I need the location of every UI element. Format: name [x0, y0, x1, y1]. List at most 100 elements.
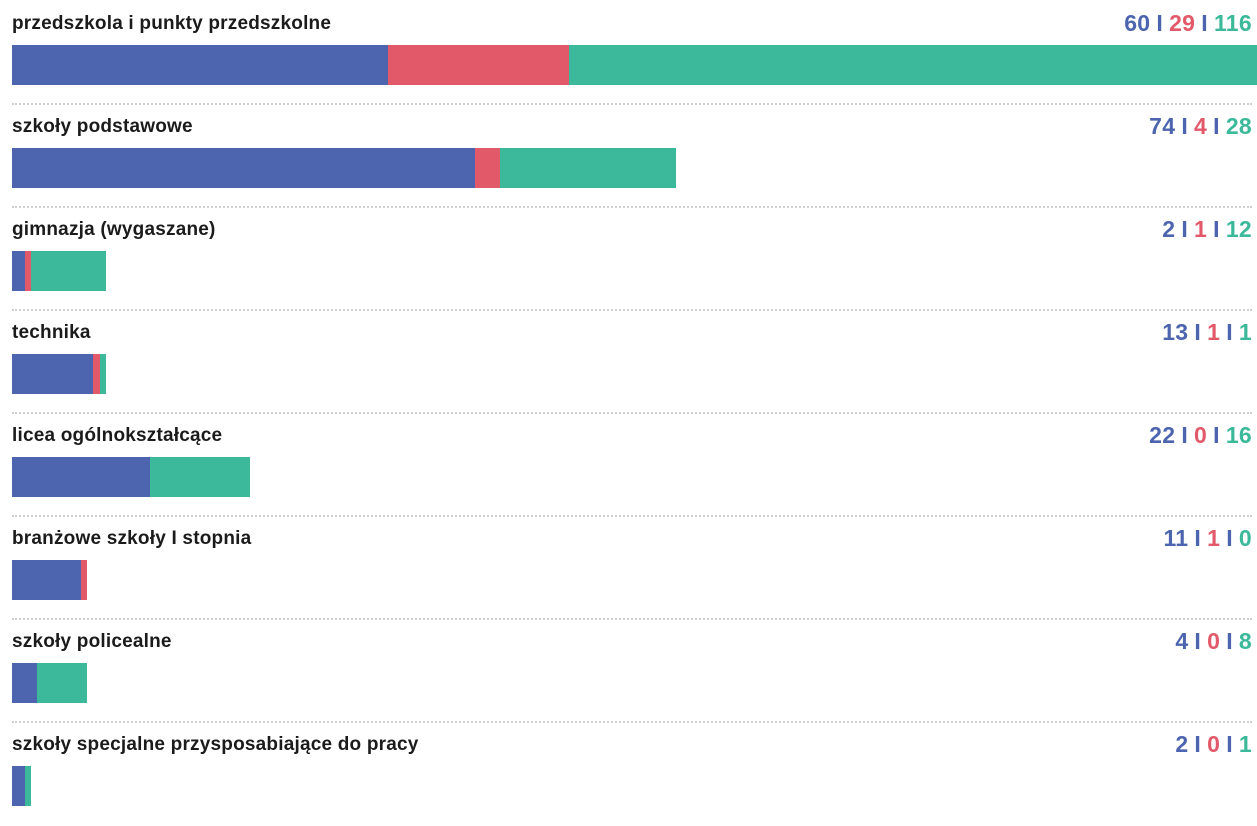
- bar-segment: [37, 663, 88, 703]
- data-label: 2: [1162, 216, 1176, 242]
- data-label: 1: [1207, 319, 1221, 345]
- value-separator: I: [1226, 319, 1233, 345]
- stacked-bar: [12, 560, 88, 600]
- value-separator: I: [1194, 319, 1202, 345]
- bar-segment: [12, 354, 94, 394]
- bar-segment: [24, 766, 31, 806]
- category-label: szkoły policealne: [12, 631, 172, 652]
- value-labels: 13 I 1 I 1: [1162, 319, 1252, 346]
- value-separator: I: [1201, 10, 1208, 36]
- bar-segment: [500, 148, 676, 188]
- data-label: 116: [1213, 10, 1252, 36]
- row-divider: [12, 309, 1252, 311]
- value-separator: I: [1181, 113, 1189, 139]
- data-label: 1: [1194, 216, 1208, 242]
- stacked-bar-chart: przedszkola i punkty przedszkolne 60 I 29 I 1…: [12, 2, 1257, 806]
- data-label: 22: [1149, 422, 1176, 448]
- data-label: 0: [1238, 525, 1252, 551]
- bar-segment: [30, 251, 106, 291]
- value-separator: I: [1226, 628, 1233, 654]
- value-separator: I: [1194, 628, 1202, 654]
- stacked-bar: [12, 251, 106, 291]
- bar-segment: [99, 354, 106, 394]
- data-label: 12: [1225, 216, 1252, 242]
- stacked-bar: [12, 45, 1257, 85]
- data-label: 29: [1169, 10, 1196, 36]
- data-label: 60: [1124, 10, 1151, 36]
- bar-segment: [80, 560, 88, 600]
- category-label: przedszkola i punkty przedszkolne: [12, 13, 332, 34]
- bar-segment: [12, 766, 25, 806]
- value-separator: I: [1213, 113, 1220, 139]
- row-divider: [12, 618, 1252, 620]
- value-separator: I: [1194, 525, 1202, 551]
- data-label: 1: [1238, 319, 1252, 345]
- category-row: szkoły specjalne przysposabiające do pra…: [12, 723, 1252, 826]
- stacked-bar: [12, 663, 88, 703]
- category-label: szkoły specjalne przysposabiające do pra…: [12, 734, 419, 755]
- category-label: technika: [12, 322, 91, 343]
- category-label: branżowe szkoły I stopnia: [12, 528, 252, 549]
- row-divider: [12, 206, 1252, 208]
- row-divider: [12, 515, 1252, 517]
- bar-segment: [387, 45, 570, 85]
- bar-segment: [12, 45, 388, 85]
- data-label: 16: [1225, 422, 1252, 448]
- value-separator: I: [1194, 731, 1202, 757]
- value-separator: I: [1181, 422, 1189, 448]
- value-separator: I: [1156, 10, 1164, 36]
- value-separator: I: [1226, 731, 1233, 757]
- row-divider: [12, 721, 1252, 723]
- data-label: 4: [1194, 113, 1208, 139]
- data-label: 2: [1175, 731, 1189, 757]
- bar-segment: [93, 354, 100, 394]
- value-separator: I: [1213, 216, 1220, 242]
- category-row: szkoły policealne 4 I 0 I 8: [12, 620, 1252, 723]
- bar-segment: [475, 148, 501, 188]
- value-labels: 74 I 4 I 28: [1149, 113, 1252, 140]
- value-labels: 22 I 0 I 16: [1149, 422, 1252, 449]
- row-divider: [12, 103, 1252, 105]
- value-labels: 11 I 1 I 0: [1163, 525, 1252, 552]
- data-label: 4: [1175, 628, 1189, 654]
- stacked-bar: [12, 354, 106, 394]
- value-labels: 60 I 29 I 116: [1124, 10, 1252, 37]
- data-label: 0: [1207, 731, 1221, 757]
- category-label: szkoły podstawowe: [12, 116, 193, 137]
- category-label: gimnazja (wygaszane): [12, 219, 216, 240]
- value-separator: I: [1226, 525, 1233, 551]
- data-label: 0: [1207, 628, 1221, 654]
- bar-segment: [24, 251, 31, 291]
- value-separator: I: [1213, 422, 1220, 448]
- bar-segment: [569, 45, 1257, 85]
- value-separator: I: [1181, 216, 1189, 242]
- bar-segment: [12, 560, 81, 600]
- data-label: 1: [1238, 731, 1252, 757]
- bar-segment: [12, 148, 476, 188]
- row-divider: [12, 412, 1252, 414]
- data-label: 11: [1163, 525, 1189, 551]
- category-row: branżowe szkoły I stopnia 11 I 1 I 0: [12, 517, 1252, 620]
- category-row: licea ogólnokształcące 22 I 0 I 16: [12, 414, 1252, 517]
- bar-segment: [12, 663, 38, 703]
- category-row: technika 13 I 1 I 1: [12, 311, 1252, 414]
- data-label: 28: [1225, 113, 1252, 139]
- category-row: szkoły podstawowe 74 I 4 I 28: [12, 105, 1252, 208]
- bar-segment: [149, 457, 250, 497]
- stacked-bar: [12, 148, 676, 188]
- bar-segment: [12, 457, 150, 497]
- data-label: 13: [1162, 319, 1189, 345]
- bar-segment: [12, 251, 25, 291]
- value-labels: 2 I 1 I 12: [1162, 216, 1252, 243]
- data-label: 0: [1194, 422, 1208, 448]
- data-label: 74: [1149, 113, 1176, 139]
- data-label: 8: [1238, 628, 1252, 654]
- category-row: gimnazja (wygaszane) 2 I 1 I 12: [12, 208, 1252, 311]
- category-row: przedszkola i punkty przedszkolne 60 I 29 I 1…: [12, 2, 1257, 105]
- data-label: 1: [1207, 525, 1221, 551]
- stacked-bar: [12, 457, 250, 497]
- stacked-bar: [12, 766, 31, 806]
- category-label: licea ogólnokształcące: [12, 425, 223, 446]
